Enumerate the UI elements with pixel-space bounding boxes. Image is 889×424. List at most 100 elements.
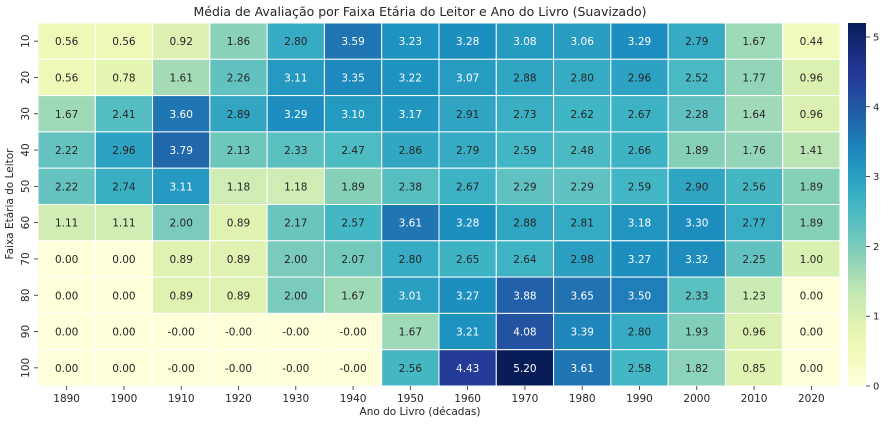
heatmap-cell [152,240,211,278]
cell-value-label: 3.28 [456,218,479,230]
cell-value-label: 0.44 [800,36,824,48]
heatmap-cell [782,312,841,351]
colorbar-tick-label: 4 [873,102,879,113]
heatmap-cell [438,22,497,60]
cell-value-label: 1.18 [227,181,250,193]
cell-value-label: 2.65 [456,254,479,266]
heatmap-cell [381,131,440,169]
cell-value-label: 2.38 [399,181,422,193]
x-tick-label: 1950 [397,393,424,405]
cell-value-label: 0.00 [112,327,135,339]
cell-value-label: 3.08 [513,36,536,48]
heatmap-cell [553,312,612,351]
cell-value-label: 1.64 [742,109,766,121]
heatmap-cell [610,95,669,133]
cell-value-label: 2.17 [284,218,307,230]
cell-value-label: 2.88 [513,72,536,84]
heatmap-cell [438,312,497,351]
cell-value-label: 2.67 [628,109,651,121]
x-tick-label: 1930 [282,393,309,405]
cell-value-label: 2.80 [399,254,422,266]
heatmap-cell [724,131,784,169]
heatmap-cell [94,349,154,387]
cell-value-label: 0.00 [112,363,135,375]
cell-value-label: 1.89 [685,145,708,157]
cell-value-label: 2.62 [571,109,594,121]
cell-value-label: 2.96 [628,72,652,84]
cell-value-label: 1.86 [227,36,251,48]
heatmap-cell [495,131,555,169]
cell-value-label: 1.11 [112,218,135,230]
heatmap-cell [37,349,96,387]
heatmap-cell [782,131,841,169]
cell-value-label: 2.77 [742,218,765,230]
cell-value-label: 1.89 [800,218,823,230]
heatmap-cell [782,204,841,242]
heatmap-cell [381,276,440,314]
heatmap-cell [724,58,784,97]
cell-value-label: 3.27 [456,290,479,302]
x-tick-label: 1970 [512,393,539,405]
colorbar-tick-label: 1 [873,312,879,323]
cell-value-label: 3.29 [628,36,651,48]
heatmap-cell [553,167,612,205]
heatmap-cell [323,312,383,351]
cell-value-label: 1.89 [341,181,364,193]
cell-value-label: 0.92 [170,36,193,48]
heatmap-cell [610,131,669,169]
cell-value-label: 2.28 [685,109,708,121]
cell-value-label: 2.79 [685,36,708,48]
x-tick-label: 1900 [111,393,138,405]
cell-value-label: 3.79 [170,145,193,157]
heatmap-cell [667,22,726,60]
cell-value-label: 0.89 [227,218,250,230]
cell-value-label: 3.29 [284,109,307,121]
cell-value-label: 2.33 [685,290,708,302]
heatmap-cell [152,312,211,351]
cell-value-label: 3.27 [628,254,651,266]
heatmap-cell [610,312,669,351]
cell-value-label: 3.30 [685,218,708,230]
y-tick-label: 80 [20,289,32,302]
cell-value-label: 2.00 [284,290,307,302]
cell-value-label: 1.00 [800,254,823,266]
cell-value-label: 1.67 [742,36,765,48]
cell-value-label: 3.50 [628,290,651,302]
heatmap-cell [209,204,268,242]
cell-value-label: 0.56 [55,36,79,48]
cell-value-label: 5.20 [513,363,536,375]
cell-value-label: 3.61 [571,363,594,375]
cell-value-label: 3.11 [170,181,193,193]
heatmap-cell [266,58,325,97]
heatmap-cell [37,22,96,60]
heatmap-cell [667,349,726,387]
cell-value-label: 3.22 [399,72,422,84]
heatmap-cell [323,22,383,60]
cell-value-label: 0.78 [112,72,135,84]
cell-value-label: 1.41 [800,145,823,157]
cell-value-label: 2.33 [284,145,307,157]
x-tick-label: 2010 [741,393,768,405]
cell-value-label: 4.43 [456,363,479,375]
cell-value-label: 2.59 [628,181,651,193]
cell-value-label: 1.67 [55,109,78,121]
cell-value-label: 0.00 [112,290,135,302]
heatmap-cell [209,312,268,351]
heatmap-cell [667,131,726,169]
y-tick-label: 90 [20,325,32,338]
cell-value-label: 3.28 [456,36,479,48]
cell-value-label: 1.11 [55,218,78,230]
cell-value-label: 2.80 [628,327,651,339]
heatmap-cell [553,276,612,314]
cell-value-label: 2.52 [685,72,708,84]
heatmap-cell [266,349,325,387]
heatmap-cell [438,95,497,133]
cell-value-label: 1.76 [742,145,766,157]
heatmap-cell [209,58,268,97]
heatmap-cell [667,240,726,278]
heatmap-cell [94,22,154,60]
cell-value-label: 1.89 [800,181,823,193]
cell-value-label: 2.25 [742,254,765,266]
heatmap-cell [782,276,841,314]
